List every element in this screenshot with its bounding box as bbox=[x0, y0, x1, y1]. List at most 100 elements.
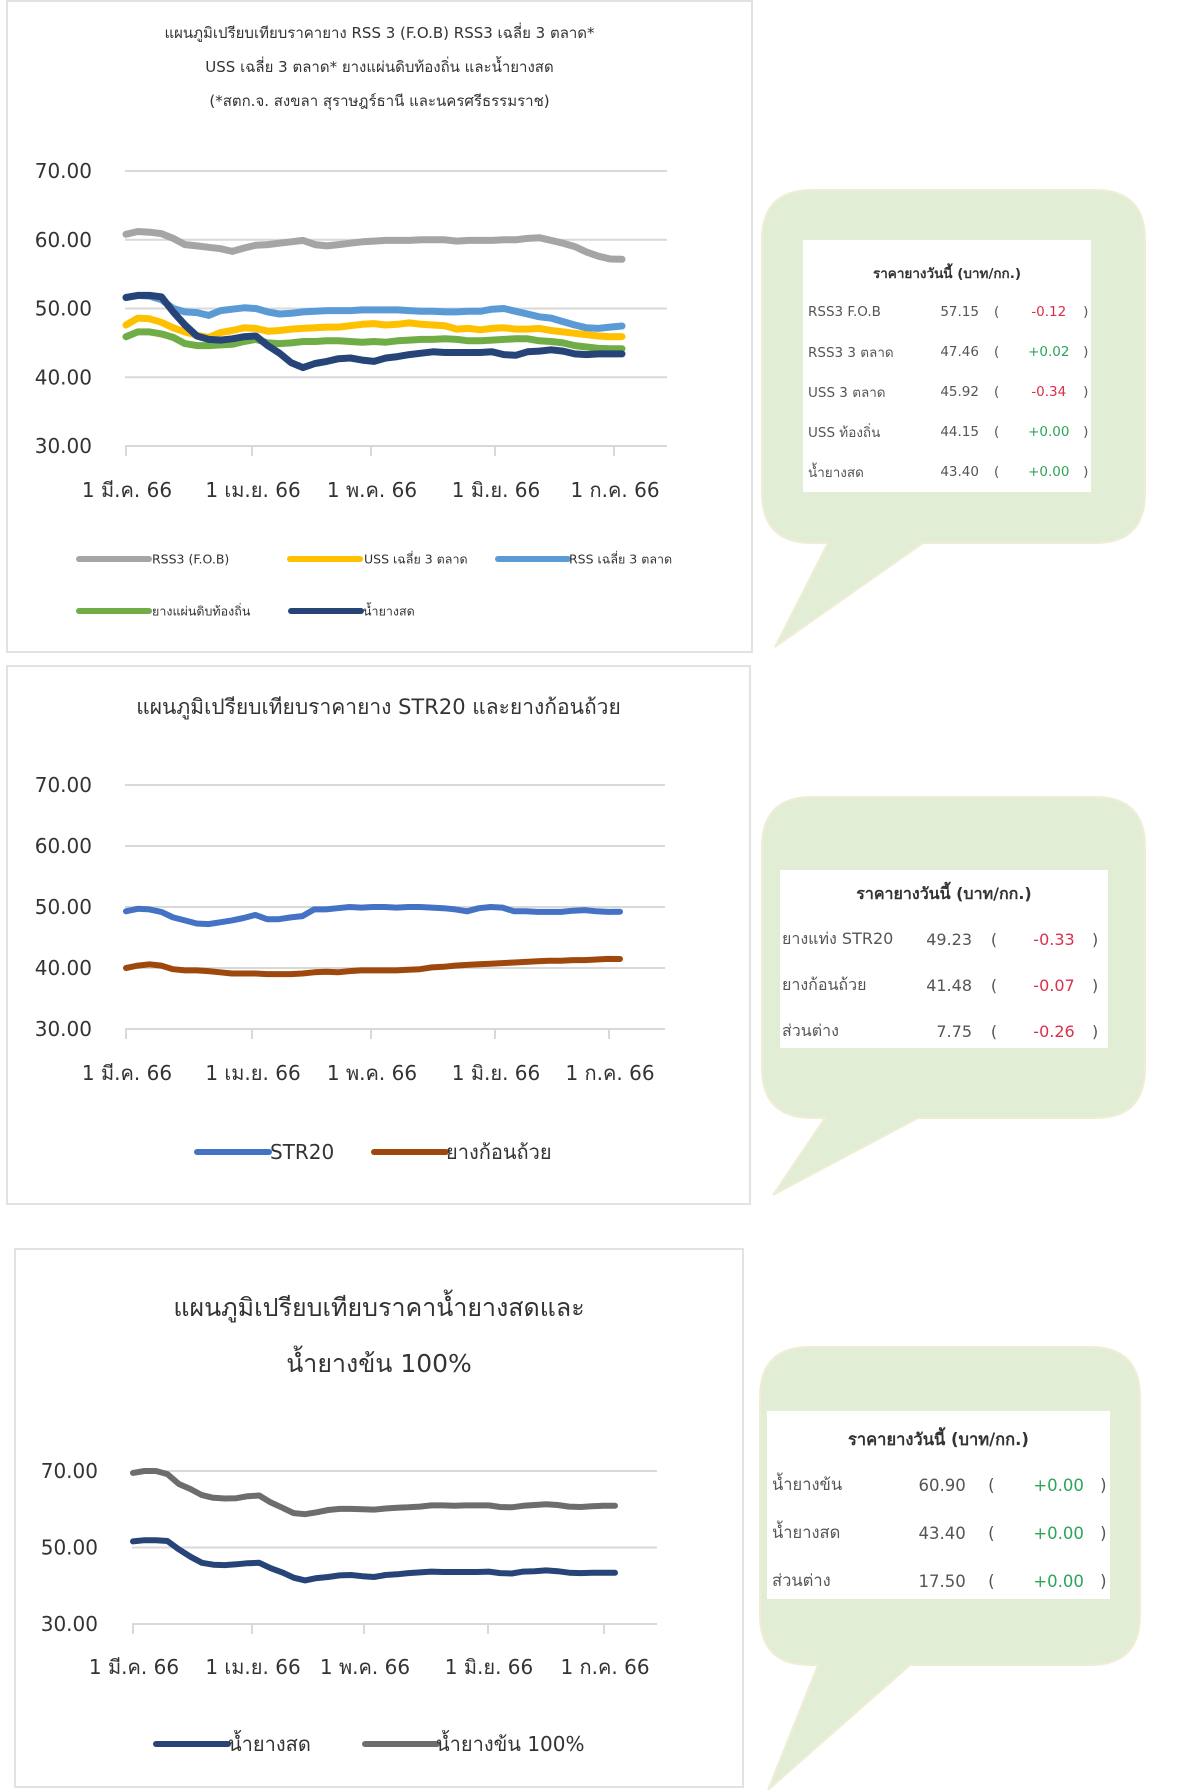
price-value: 47.46 bbox=[940, 344, 979, 360]
rubber-type-label: RSS3 F.O.B bbox=[808, 304, 881, 320]
price-row: USS ท้องถิ่น 44.15 (+0.00) bbox=[803, 412, 1091, 452]
x-tick-label: 1 เม.ย. 66 bbox=[205, 1061, 300, 1085]
y-tick-label: 70.00 bbox=[41, 1459, 98, 1483]
rubber-type-label: RSS3 3 ตลาด bbox=[808, 345, 894, 361]
series-line bbox=[130, 1537, 618, 1584]
y-tick-label: 70.00 bbox=[35, 773, 92, 797]
paren-close: ) bbox=[1083, 304, 1089, 320]
price-value: 45.92 bbox=[940, 384, 979, 400]
y-tick-label: 40.00 bbox=[35, 956, 92, 980]
rubber-type-label: ยางแท่ง STR20 bbox=[782, 928, 894, 948]
legend-label: RSS เฉลี่ย 3 ตลาด bbox=[569, 550, 672, 566]
price-change: +0.00 bbox=[1033, 1571, 1084, 1591]
price-change: -0.26 bbox=[1033, 1021, 1075, 1041]
chart-card-str20-cuplump: แผนภูมิเปรียบเทียบราคายาง STR20 และยางก้… bbox=[6, 665, 751, 1205]
legend-label: น้ำยางสด bbox=[228, 1730, 311, 1756]
y-tick-label: 30.00 bbox=[41, 1612, 98, 1636]
price-value: 17.50 bbox=[918, 1571, 966, 1591]
legend-label: USS เฉลี่ย 3 ตลาด bbox=[364, 550, 468, 566]
paren-open: ( bbox=[988, 1475, 995, 1495]
rubber-type-label: ยางก้อนถ้วย bbox=[782, 974, 867, 994]
chart-card-rss-uss: แผนภูมิเปรียบเทียบราคายาง RSS 3 (F.O.B) … bbox=[6, 0, 753, 653]
chart-title: แผนภูมิเปรียบเทียบราคายาง RSS 3 (F.O.B) … bbox=[164, 24, 595, 110]
price-value: 44.15 bbox=[940, 424, 979, 440]
legend-label: RSS3 (F.O.B) bbox=[152, 551, 229, 566]
rubber-type-label: USS ท้องถิ่น bbox=[808, 425, 881, 441]
legend-label: STR20 bbox=[270, 1140, 334, 1164]
price-change: +0.00 bbox=[1028, 424, 1070, 440]
legend-label: น้ำยางสด bbox=[363, 601, 415, 618]
series-line bbox=[123, 904, 623, 928]
price-row: ส่วนต่าง 17.50 ( +0.00) bbox=[767, 1557, 1110, 1605]
price-value: 60.90 bbox=[918, 1475, 966, 1495]
x-tick-label: 1 มี.ค. 66 bbox=[82, 1061, 172, 1085]
paren-open: ( bbox=[988, 1571, 995, 1591]
price-table-heading: ราคายางวันนี้ (บาท/กก.) bbox=[856, 884, 1032, 903]
y-tick-label: 60.00 bbox=[35, 228, 92, 252]
price-change: -0.34 bbox=[1031, 384, 1067, 400]
paren-open: ( bbox=[990, 929, 998, 949]
price-change: +0.00 bbox=[1033, 1475, 1084, 1495]
series-line bbox=[123, 955, 623, 978]
price-change: +0.00 bbox=[1033, 1523, 1084, 1543]
today-price-table-3: ราคายางวันนี้ (บาท/กก.) น้ำยางข้น 60.90 (+… bbox=[767, 1411, 1110, 1599]
today-price-table-2: ราคายางวันนี้ (บาท/กก.) ยางแท่ง STR20 49.… bbox=[780, 870, 1108, 1048]
price-change: -0.12 bbox=[1031, 304, 1067, 320]
legend-label: น้ำยางข้น 100% bbox=[436, 1730, 585, 1756]
price-value: 41.48 bbox=[926, 975, 972, 995]
paren-open: ( bbox=[990, 975, 998, 995]
x-tick-label: 1 มิ.ย. 66 bbox=[452, 1061, 541, 1085]
y-tick-label: 70.00 bbox=[35, 159, 92, 183]
price-row: น้ำยางข้น 60.90 (+0.00) bbox=[767, 1461, 1110, 1509]
y-tick-label: 50.00 bbox=[41, 1536, 98, 1560]
price-row: RSS3 F.O.B 57.15 (-0.12) bbox=[803, 292, 1091, 332]
price-value: 43.40 bbox=[940, 464, 979, 480]
price-value: 7.75 bbox=[936, 1021, 972, 1041]
paren-close: ) bbox=[1092, 1021, 1099, 1041]
legend-label: ยางแผ่นดิบท้องถิ่น bbox=[152, 602, 251, 618]
paren-open: ( bbox=[990, 1021, 998, 1041]
series-line bbox=[122, 291, 626, 332]
legend-label: ยางก้อนถ้วย bbox=[446, 1140, 552, 1164]
x-tick-label: 1 ก.ค. 66 bbox=[565, 1061, 654, 1085]
price-change: +0.02 bbox=[1028, 344, 1070, 360]
paren-close: ) bbox=[1100, 1475, 1107, 1495]
price-row: ยางแท่ง STR20 49.23 ( -0.33) bbox=[780, 916, 1108, 962]
price-value: 49.23 bbox=[926, 929, 972, 949]
price-change: +0.00 bbox=[1028, 464, 1070, 480]
paren-open: ( bbox=[994, 344, 1000, 360]
rubber-type-label: ส่วนต่าง bbox=[772, 1571, 831, 1590]
x-tick-label: 1 มิ.ย. 66 bbox=[452, 478, 541, 502]
paren-close: ) bbox=[1083, 344, 1089, 360]
line-chart-plot: 70.00 50.00 30.00 1 มี.ค. 66 1 เม.ย. 66 1 พ.ค… bbox=[41, 1459, 657, 1756]
chart-title: แผนภูมิเปรียบเทียบราคาน้ำยางสดและ น้ำยาง… bbox=[173, 1293, 585, 1378]
price-row: ยางก้อนถ้วย 41.48 (-0.07) bbox=[780, 962, 1108, 1008]
price-table-heading: ราคายางวันนี้ (บาท/กก.) bbox=[848, 1430, 1029, 1449]
price-change: -0.33 bbox=[1033, 929, 1075, 949]
rubber-type-label: น้ำยางสด bbox=[808, 465, 864, 481]
chart-card-latex: แผนภูมิเปรียบเทียบราคาน้ำยางสดและ น้ำยาง… bbox=[14, 1248, 744, 1788]
paren-open: ( bbox=[994, 384, 1000, 400]
price-value: 43.40 bbox=[918, 1523, 966, 1543]
paren-close: ) bbox=[1100, 1523, 1107, 1543]
x-tick-label: 1 เม.ย. 66 bbox=[205, 1655, 300, 1679]
y-tick-label: 50.00 bbox=[35, 297, 92, 321]
series-line bbox=[122, 328, 626, 353]
paren-open: ( bbox=[994, 304, 1000, 320]
y-tick-label: 30.00 bbox=[35, 1017, 92, 1041]
line-chart-plot: 70.00 60.00 50.00 40.00 30.00 1 มี.ค. 66 1 เม.… bbox=[35, 159, 672, 618]
x-tick-label: 1 มิ.ย. 66 bbox=[445, 1655, 534, 1679]
paren-close: ) bbox=[1083, 464, 1089, 480]
paren-close: ) bbox=[1092, 929, 1099, 949]
paren-close: ) bbox=[1083, 424, 1089, 440]
price-row: น้ำยางสด 43.40 (+0.00) bbox=[803, 452, 1091, 492]
price-row: ส่วนต่าง 7.75 ( -0.26) bbox=[780, 1008, 1108, 1054]
series-line bbox=[122, 228, 626, 263]
x-tick-label: 1 ก.ค. 66 bbox=[570, 478, 659, 502]
series-line bbox=[122, 291, 626, 372]
today-price-table-1: ราคายางวันนี้ (บาท/กก.) RSS3 F.O.B 57.15 (… bbox=[803, 240, 1091, 492]
x-tick-label: 1 เม.ย. 66 bbox=[205, 478, 300, 502]
rubber-type-label: ส่วนต่าง bbox=[782, 1020, 839, 1040]
price-row: RSS3 3 ตลาด 47.46 ( +0.02) bbox=[803, 332, 1091, 372]
paren-close: ) bbox=[1100, 1571, 1107, 1591]
